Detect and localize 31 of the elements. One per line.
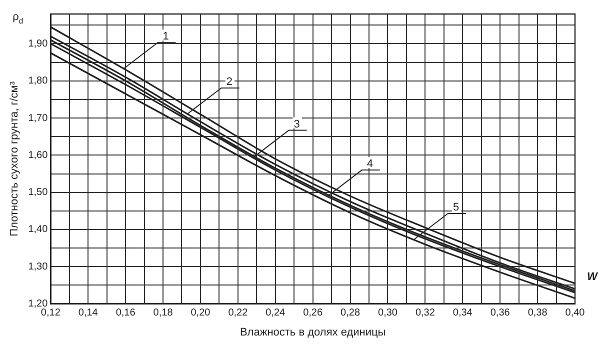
x-tick-label: 0,28 <box>340 308 360 319</box>
x-tick-label: 0,20 <box>190 308 211 319</box>
x-tick-label: 0,22 <box>228 308 248 319</box>
y-tick-label: 1,40 <box>28 224 48 236</box>
y-tick-label: 1,70 <box>28 112 48 124</box>
y-axis-title: Плотность сухого грунта, г/см³ <box>8 81 21 236</box>
x-tick-label: 0,34 <box>452 308 473 319</box>
annotation: 5 <box>452 202 460 214</box>
y-tick-label: 1,60 <box>28 150 48 161</box>
y-tick-label: 1,30 <box>28 261 48 272</box>
text: W <box>587 270 599 283</box>
y-tick-label: 1,50 <box>28 187 48 198</box>
x-tick-label: 0,14 <box>78 308 98 319</box>
x-tick-label: 0,36 <box>490 308 510 319</box>
annotation: 3 <box>294 118 300 130</box>
y-tick-label: 1,80 <box>28 76 48 87</box>
x-tick-label: 0,16 <box>116 308 136 319</box>
x-tick-label: 0,30 <box>378 308 398 319</box>
x-tick-label: 0,24 <box>266 308 286 319</box>
x-axis-title: Влажность в долях единицы <box>240 326 386 338</box>
x-tick-label: 0,12 <box>40 308 61 319</box>
annotation: 1 <box>162 30 169 43</box>
y-tick-label: 1,90 <box>28 38 48 50</box>
annotation: 4 <box>366 158 373 170</box>
x-tick-label: 0,40 <box>565 308 586 319</box>
x-tick-label: 0,38 <box>528 308 548 319</box>
y-tick-label: 1,20 <box>28 298 48 310</box>
x-tick-label: 0,32 <box>415 308 436 319</box>
annotation: 2 <box>226 76 232 88</box>
x-tick-label: 0,18 <box>153 308 174 319</box>
x-tick-label: 0,26 <box>303 308 323 319</box>
